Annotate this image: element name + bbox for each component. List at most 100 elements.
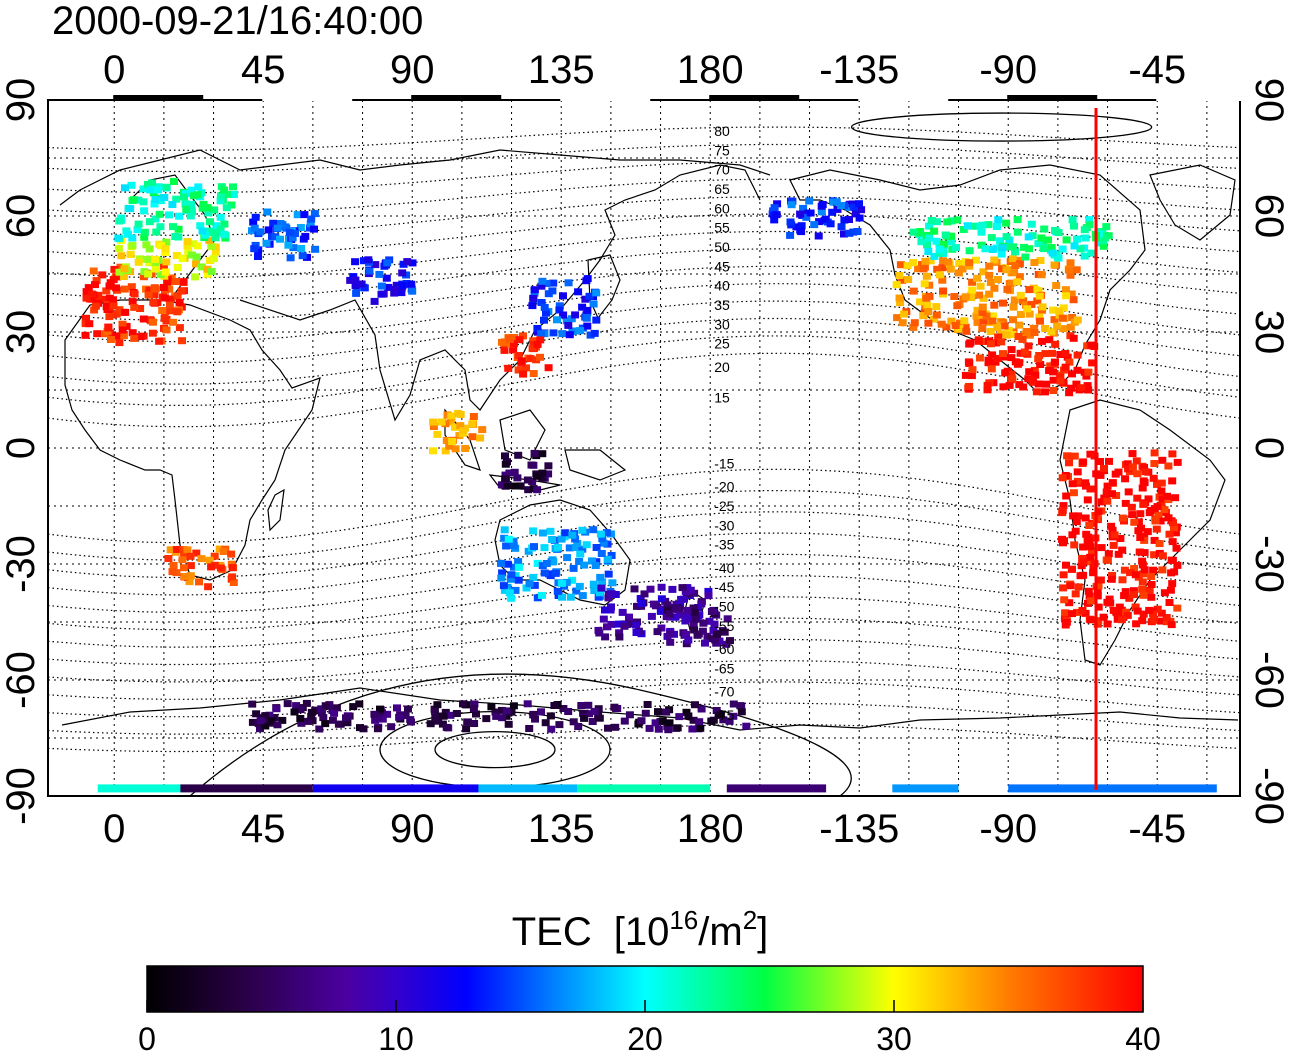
- tec-point: [972, 256, 980, 264]
- tec-point: [1087, 249, 1096, 257]
- tec-point: [1086, 558, 1095, 566]
- contour-line: [48, 617, 1240, 666]
- tec-point: [1103, 482, 1112, 490]
- tec-point: [1093, 592, 1102, 600]
- tec-point: [569, 718, 578, 726]
- tec-point: [1048, 349, 1056, 357]
- tec-point: [615, 633, 624, 641]
- contour-label: 40: [714, 278, 730, 294]
- tec-point: [459, 700, 467, 708]
- tec-point: [143, 255, 152, 263]
- tec-point: [990, 301, 999, 309]
- tec-point: [697, 600, 706, 608]
- tec-point: [321, 720, 330, 728]
- tec-point: [220, 186, 229, 194]
- tec-point: [909, 259, 918, 267]
- tec-point: [559, 311, 568, 319]
- tec-point: [126, 251, 135, 258]
- tec-point: [82, 288, 91, 296]
- tec-point: [227, 550, 236, 558]
- tec-point: [610, 703, 619, 711]
- tec-point: [590, 707, 599, 715]
- tec-point: [1002, 266, 1011, 274]
- tec-point: [607, 552, 616, 559]
- tec-point: [978, 303, 987, 311]
- tec-point: [126, 205, 135, 213]
- tec-point: [310, 210, 319, 218]
- tec-point: [786, 231, 795, 239]
- tec-point: [1056, 373, 1065, 381]
- tec-point: [207, 267, 216, 275]
- tec-band: [97, 784, 181, 793]
- tec-point: [1015, 381, 1024, 389]
- tec-point: [806, 209, 815, 217]
- tec-point: [429, 418, 438, 426]
- contour-label: -35: [714, 537, 734, 553]
- tec-point: [585, 710, 594, 718]
- tec-point: [1058, 474, 1067, 482]
- tec-point: [149, 318, 157, 326]
- contour-line: [48, 248, 1240, 300]
- tec-point: [219, 548, 228, 555]
- contour-line: [48, 511, 1240, 579]
- tec-point: [330, 709, 339, 717]
- tec-point: [269, 219, 278, 227]
- tec-point: [205, 236, 214, 244]
- tec-point: [1001, 369, 1010, 377]
- tec-point: [106, 279, 115, 287]
- tec-point: [514, 563, 523, 571]
- tec-point: [249, 218, 258, 226]
- tec-point: [1079, 458, 1088, 466]
- tec-point: [1086, 543, 1095, 551]
- tec-point: [456, 411, 465, 418]
- contour-label: -40: [714, 560, 734, 576]
- tec-point: [684, 636, 693, 644]
- tec-point: [987, 234, 996, 242]
- tec-point: [447, 412, 456, 420]
- tec-point: [1068, 610, 1076, 618]
- tec-point: [987, 365, 996, 373]
- tec-point: [594, 712, 603, 720]
- tec-point: [149, 298, 158, 306]
- tec-point: [136, 333, 145, 341]
- tec-point: [192, 253, 201, 261]
- tec-point: [924, 319, 933, 327]
- tec-point: [837, 223, 846, 231]
- tec-point: [1009, 303, 1018, 311]
- tec-point: [227, 201, 236, 209]
- tec-point: [984, 356, 993, 364]
- tec-point: [1069, 489, 1078, 497]
- y-tick-label-right: 60: [1247, 194, 1291, 239]
- tec-point: [985, 290, 994, 298]
- tec-point: [1099, 613, 1108, 621]
- tec-point: [925, 222, 934, 230]
- tec-point: [1129, 587, 1138, 595]
- tec-point: [932, 311, 941, 319]
- contour-line: [48, 532, 1240, 596]
- tec-point: [519, 332, 527, 340]
- tec-point: [148, 179, 156, 187]
- tec-point: [598, 535, 607, 543]
- tec-point: [994, 333, 1003, 341]
- tec-point: [1112, 492, 1121, 499]
- contour-label: -55: [714, 618, 734, 634]
- tec-point: [1035, 313, 1044, 321]
- y-tick-label-right: -30: [1247, 535, 1291, 593]
- tec-point: [857, 206, 866, 214]
- tec-point: [1023, 305, 1032, 313]
- tec-point: [178, 556, 187, 564]
- tec-point: [1086, 450, 1095, 458]
- tec-point: [571, 544, 580, 551]
- contour-label: 35: [714, 297, 730, 313]
- tec-point: [507, 571, 516, 579]
- tec-point: [707, 608, 716, 615]
- tec-point: [689, 716, 698, 724]
- tec-point: [729, 712, 738, 720]
- tec-point: [630, 585, 639, 593]
- tec-point: [1011, 248, 1020, 256]
- tec-point: [256, 725, 264, 733]
- tec-point: [1032, 388, 1041, 396]
- tec-point: [183, 546, 192, 554]
- tec-point: [222, 190, 231, 198]
- tec-point: [515, 336, 524, 344]
